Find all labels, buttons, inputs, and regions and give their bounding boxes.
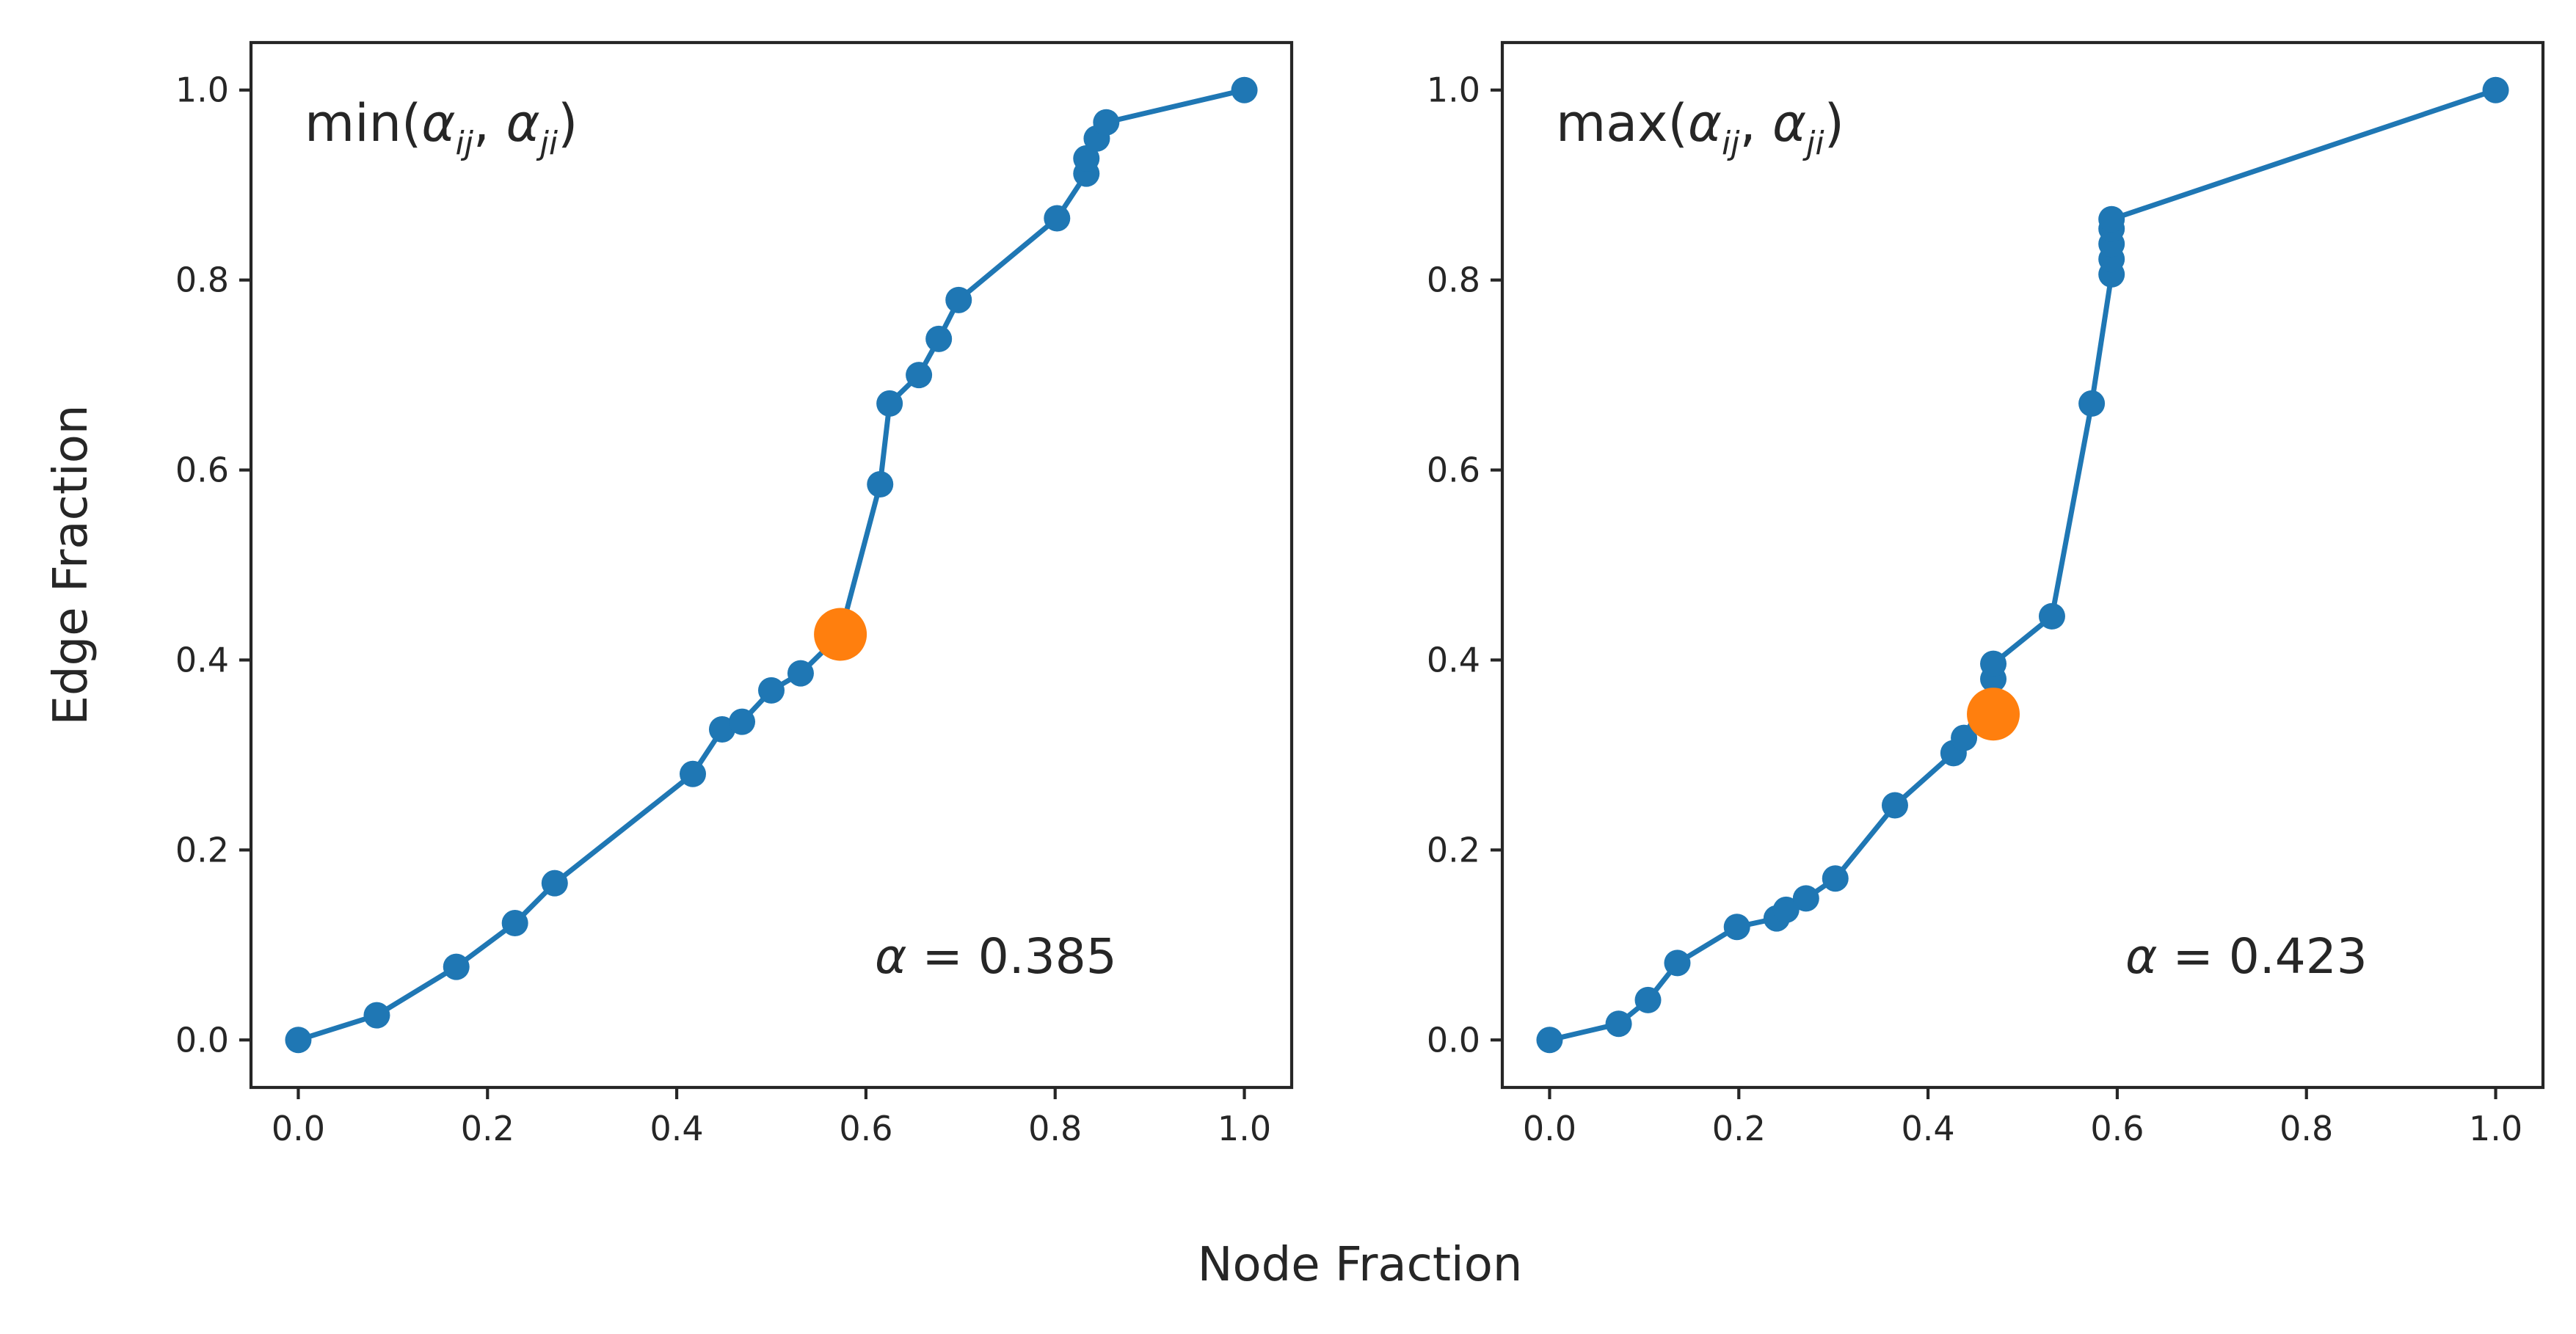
panel-min-frame — [249, 40, 1294, 1090]
panel-min-highlight-point — [814, 608, 867, 661]
panel-max-highlight-point — [1967, 688, 2020, 741]
panel-max-title: max(αij, αji) — [1556, 93, 1844, 162]
panel-max-y-tick-label: 0.6 — [1427, 451, 1480, 490]
panel-min-x-tick-label: 0.8 — [1028, 1109, 1082, 1148]
panel-max-plot — [1536, 76, 2509, 1054]
panel-min-y-tick-label: 1.0 — [175, 70, 229, 110]
panel-min-data-point — [363, 1002, 390, 1029]
panel-max-frame — [1500, 40, 2545, 1090]
panel-max-data-point — [1951, 724, 1978, 751]
panel-max-data-point — [2038, 602, 2065, 630]
panel-min-data-point — [501, 910, 528, 937]
panel-max-y-tick-label: 0.0 — [1427, 1020, 1480, 1060]
panel-max-data-point — [1792, 885, 1819, 912]
panel-max-data-point — [1664, 950, 1691, 977]
panel-min-x-tick-label: 0.6 — [839, 1109, 892, 1148]
panel-min-data-point — [945, 286, 972, 313]
panel-max-x-tick-label: 0.4 — [1902, 1109, 1955, 1148]
panel-min-y-tick-label: 0.4 — [175, 640, 229, 679]
panel-max-y-tick-label: 0.4 — [1427, 640, 1480, 679]
panel-min-x-tick-label: 0.0 — [272, 1109, 325, 1148]
panel-max-x-tick-label: 0.0 — [1523, 1109, 1576, 1148]
panel-min-y-tick-label: 0.0 — [175, 1020, 229, 1060]
panel-min-data-point — [1231, 76, 1258, 103]
panel-max-data-point — [1772, 896, 1800, 923]
panel-min-data-point — [443, 953, 470, 980]
panel-max-data-point — [1881, 792, 1908, 819]
panel-min-y-tick-label: 0.8 — [175, 260, 229, 300]
panel-max-y-tick-label: 0.2 — [1427, 830, 1480, 870]
y-axis-title: Edge Fraction — [44, 405, 98, 726]
panel-max-y-tick-label: 0.8 — [1427, 260, 1480, 300]
panel-min-x-tick-label: 0.2 — [461, 1109, 514, 1148]
panel-min-data-point — [285, 1027, 312, 1054]
panel-max-data-point — [1822, 865, 1849, 892]
panel-min-data-point — [758, 677, 785, 704]
panel-min-data-point — [1093, 109, 1120, 136]
panel-min-data-point — [925, 325, 953, 352]
panel-max-data-point — [2098, 205, 2125, 233]
panel-max-data-point — [2482, 76, 2509, 103]
panel-min-ticks: 0.0 0.2 0.4 0.6 0.8 1.0 0.0 0.2 0.4 0.6 0.8 1.0 — [175, 70, 1271, 1148]
panel-min-data-point — [541, 870, 568, 897]
panel-min-alpha-annotation: α = 0.385 — [875, 928, 1117, 985]
panel-min: 0.0 0.2 0.4 0.6 0.8 1.0 0.0 0.2 0.4 0.6 0.8 1.0 min… — [175, 40, 1294, 1148]
panel-min-data-point — [787, 660, 814, 687]
panel-max-data-point — [1605, 1010, 1632, 1038]
panel-max-alpha-annotation: α = 0.423 — [2125, 928, 2368, 985]
panel-min-data-point — [876, 390, 903, 417]
panel-min-data-point — [729, 708, 756, 735]
panel-min-data-point — [680, 760, 707, 787]
panel-max-ticks: 0.0 0.2 0.4 0.6 0.8 1.0 0.0 0.2 0.4 0.6 0.8 1.0 — [1427, 70, 2522, 1148]
panel-max-data-point — [1634, 986, 1662, 1013]
panel-min-x-tick-label: 0.4 — [650, 1109, 704, 1148]
panel-min-data-point — [867, 470, 894, 497]
panel-min-data-point — [708, 715, 735, 743]
panel-min-x-tick-label: 1.0 — [1218, 1109, 1271, 1148]
panel-min-title: min(αij, αji) — [305, 93, 578, 162]
panel-max-data-point — [2078, 390, 2106, 417]
panel-min-plot — [285, 76, 1258, 1054]
panel-max-x-tick-label: 0.8 — [2280, 1109, 2333, 1148]
panel-max-x-tick-label: 0.2 — [1712, 1109, 1766, 1148]
panel-min-data-point — [1073, 145, 1100, 172]
panel-min-y-tick-label: 0.2 — [175, 830, 229, 870]
x-axis-title: Node Fraction — [1198, 1238, 1523, 1292]
panel-min-data-point — [1044, 205, 1071, 232]
panel-max-x-tick-label: 1.0 — [2469, 1109, 2522, 1148]
panel-min-y-tick-label: 0.6 — [175, 451, 229, 490]
panel-max: 0.0 0.2 0.4 0.6 0.8 1.0 0.0 0.2 0.4 0.6 0.8 1.0 max… — [1427, 40, 2545, 1148]
panel-max-data-point — [1723, 914, 1750, 941]
panel-max-y-tick-label: 1.0 — [1427, 70, 1480, 110]
panel-max-data-point — [1536, 1027, 1563, 1054]
panel-max-data-point — [1980, 650, 2007, 677]
panel-min-data-point — [906, 362, 933, 389]
panel-max-x-tick-label: 0.6 — [2090, 1109, 2144, 1148]
